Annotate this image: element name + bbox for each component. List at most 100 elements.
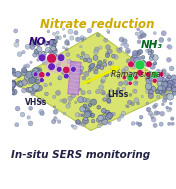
Circle shape — [166, 107, 171, 112]
Circle shape — [148, 52, 151, 55]
Circle shape — [133, 89, 137, 93]
Circle shape — [134, 98, 139, 103]
Circle shape — [30, 45, 34, 49]
Circle shape — [49, 83, 52, 86]
Circle shape — [37, 58, 40, 61]
Circle shape — [148, 89, 153, 95]
Circle shape — [166, 106, 169, 109]
Circle shape — [11, 89, 17, 95]
Circle shape — [87, 28, 92, 33]
Circle shape — [28, 121, 33, 126]
Circle shape — [152, 105, 156, 109]
Circle shape — [95, 67, 98, 70]
Circle shape — [131, 57, 135, 61]
Circle shape — [53, 40, 57, 43]
Polygon shape — [12, 32, 176, 131]
Circle shape — [171, 122, 174, 125]
Circle shape — [111, 54, 115, 58]
Circle shape — [21, 69, 28, 76]
Circle shape — [15, 39, 19, 43]
Circle shape — [84, 54, 89, 60]
Circle shape — [26, 64, 30, 68]
Circle shape — [116, 48, 120, 51]
Circle shape — [117, 88, 120, 90]
Circle shape — [32, 41, 37, 46]
Circle shape — [86, 105, 90, 108]
Circle shape — [33, 67, 39, 74]
Circle shape — [159, 89, 165, 95]
Circle shape — [162, 88, 167, 92]
Circle shape — [15, 123, 19, 127]
Circle shape — [140, 35, 143, 39]
Circle shape — [71, 125, 74, 127]
Circle shape — [21, 88, 26, 93]
Circle shape — [32, 78, 36, 83]
Circle shape — [108, 122, 111, 125]
Circle shape — [56, 67, 62, 72]
Circle shape — [154, 111, 159, 115]
Circle shape — [160, 81, 167, 88]
Circle shape — [150, 64, 155, 69]
Circle shape — [145, 62, 149, 67]
Circle shape — [81, 122, 86, 126]
Circle shape — [160, 111, 165, 116]
Circle shape — [111, 68, 116, 72]
Circle shape — [162, 70, 166, 73]
Circle shape — [138, 49, 143, 54]
Circle shape — [89, 67, 94, 71]
Circle shape — [98, 115, 103, 119]
Circle shape — [84, 112, 90, 118]
Circle shape — [49, 50, 53, 54]
Circle shape — [44, 83, 47, 87]
Circle shape — [158, 86, 163, 91]
Circle shape — [171, 118, 174, 120]
Circle shape — [167, 86, 171, 91]
Circle shape — [153, 42, 157, 46]
Circle shape — [49, 44, 54, 49]
Circle shape — [21, 80, 27, 85]
Circle shape — [169, 66, 174, 71]
Text: Raman signal: Raman signal — [111, 70, 162, 79]
Circle shape — [34, 49, 39, 54]
Circle shape — [48, 63, 55, 70]
Circle shape — [52, 95, 56, 99]
Circle shape — [139, 115, 143, 119]
Circle shape — [84, 108, 90, 114]
Circle shape — [67, 43, 70, 45]
Circle shape — [171, 75, 176, 81]
Circle shape — [34, 87, 39, 92]
Circle shape — [33, 53, 37, 57]
Circle shape — [83, 37, 86, 40]
Circle shape — [127, 71, 131, 75]
Circle shape — [80, 106, 86, 112]
Circle shape — [156, 69, 161, 74]
Circle shape — [151, 86, 156, 91]
Circle shape — [106, 94, 111, 99]
Circle shape — [30, 74, 37, 80]
Circle shape — [44, 42, 48, 46]
Ellipse shape — [45, 57, 71, 73]
Circle shape — [150, 64, 154, 68]
Circle shape — [96, 33, 100, 37]
Circle shape — [167, 45, 170, 48]
Circle shape — [71, 93, 76, 98]
Circle shape — [16, 72, 21, 77]
Circle shape — [127, 75, 133, 81]
Circle shape — [90, 113, 95, 118]
Circle shape — [115, 69, 119, 73]
Circle shape — [49, 53, 54, 58]
Circle shape — [159, 122, 163, 126]
Circle shape — [163, 95, 168, 100]
Circle shape — [11, 68, 16, 72]
Circle shape — [58, 36, 61, 40]
Circle shape — [170, 86, 176, 92]
Circle shape — [166, 77, 170, 81]
Circle shape — [46, 73, 49, 75]
Circle shape — [27, 80, 32, 84]
Circle shape — [35, 79, 40, 84]
Circle shape — [40, 112, 44, 116]
Circle shape — [31, 71, 37, 76]
Circle shape — [32, 68, 39, 75]
Circle shape — [110, 89, 112, 92]
Circle shape — [92, 63, 95, 67]
